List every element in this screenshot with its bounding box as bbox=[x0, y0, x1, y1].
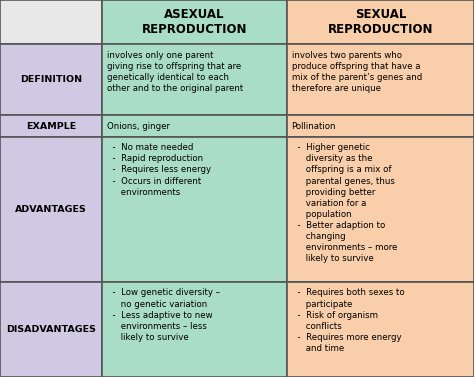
Bar bbox=[102, 282, 287, 377]
Bar bbox=[287, 137, 474, 282]
Text: involves two parents who
produce offspring that have a
mix of the parent’s genes: involves two parents who produce offspri… bbox=[292, 51, 422, 93]
Bar bbox=[0, 44, 102, 115]
Text: -  Requires both sexes to
     participate
  -  Risk of organism
     conflicts
: - Requires both sexes to participate - R… bbox=[292, 288, 404, 353]
Text: ADVANTAGES: ADVANTAGES bbox=[15, 205, 87, 214]
Bar bbox=[0, 137, 102, 282]
Text: DISADVANTAGES: DISADVANTAGES bbox=[6, 325, 96, 334]
Bar bbox=[287, 115, 474, 137]
Bar bbox=[102, 0, 287, 44]
Text: -  Low genetic diversity –
     no genetic variation
  -  Less adaptive to new
 : - Low genetic diversity – no genetic var… bbox=[107, 288, 220, 342]
Text: EXAMPLE: EXAMPLE bbox=[26, 122, 76, 131]
Bar bbox=[0, 282, 102, 377]
Bar bbox=[287, 44, 474, 115]
Text: DEFINITION: DEFINITION bbox=[20, 75, 82, 84]
Bar bbox=[287, 0, 474, 44]
Bar bbox=[102, 115, 287, 137]
Text: -  Higher genetic
     diversity as the
     offspring is a mix of
     parental: - Higher genetic diversity as the offspr… bbox=[292, 143, 397, 263]
Text: ASEXUAL
REPRODUCTION: ASEXUAL REPRODUCTION bbox=[142, 8, 247, 36]
Text: Pollination: Pollination bbox=[292, 122, 336, 131]
Text: -  No mate needed
  -  Rapid reproduction
  -  Requires less energy
  -  Occurs : - No mate needed - Rapid reproduction - … bbox=[107, 143, 211, 197]
Bar bbox=[102, 44, 287, 115]
Bar bbox=[0, 115, 102, 137]
Text: SEXUAL
REPRODUCTION: SEXUAL REPRODUCTION bbox=[328, 8, 433, 36]
Text: Onions, ginger: Onions, ginger bbox=[107, 122, 170, 131]
Bar bbox=[102, 137, 287, 282]
Bar bbox=[0, 0, 102, 44]
Text: involves only one parent
giving rise to offspring that are
genetically identical: involves only one parent giving rise to … bbox=[107, 51, 243, 93]
Bar bbox=[287, 282, 474, 377]
